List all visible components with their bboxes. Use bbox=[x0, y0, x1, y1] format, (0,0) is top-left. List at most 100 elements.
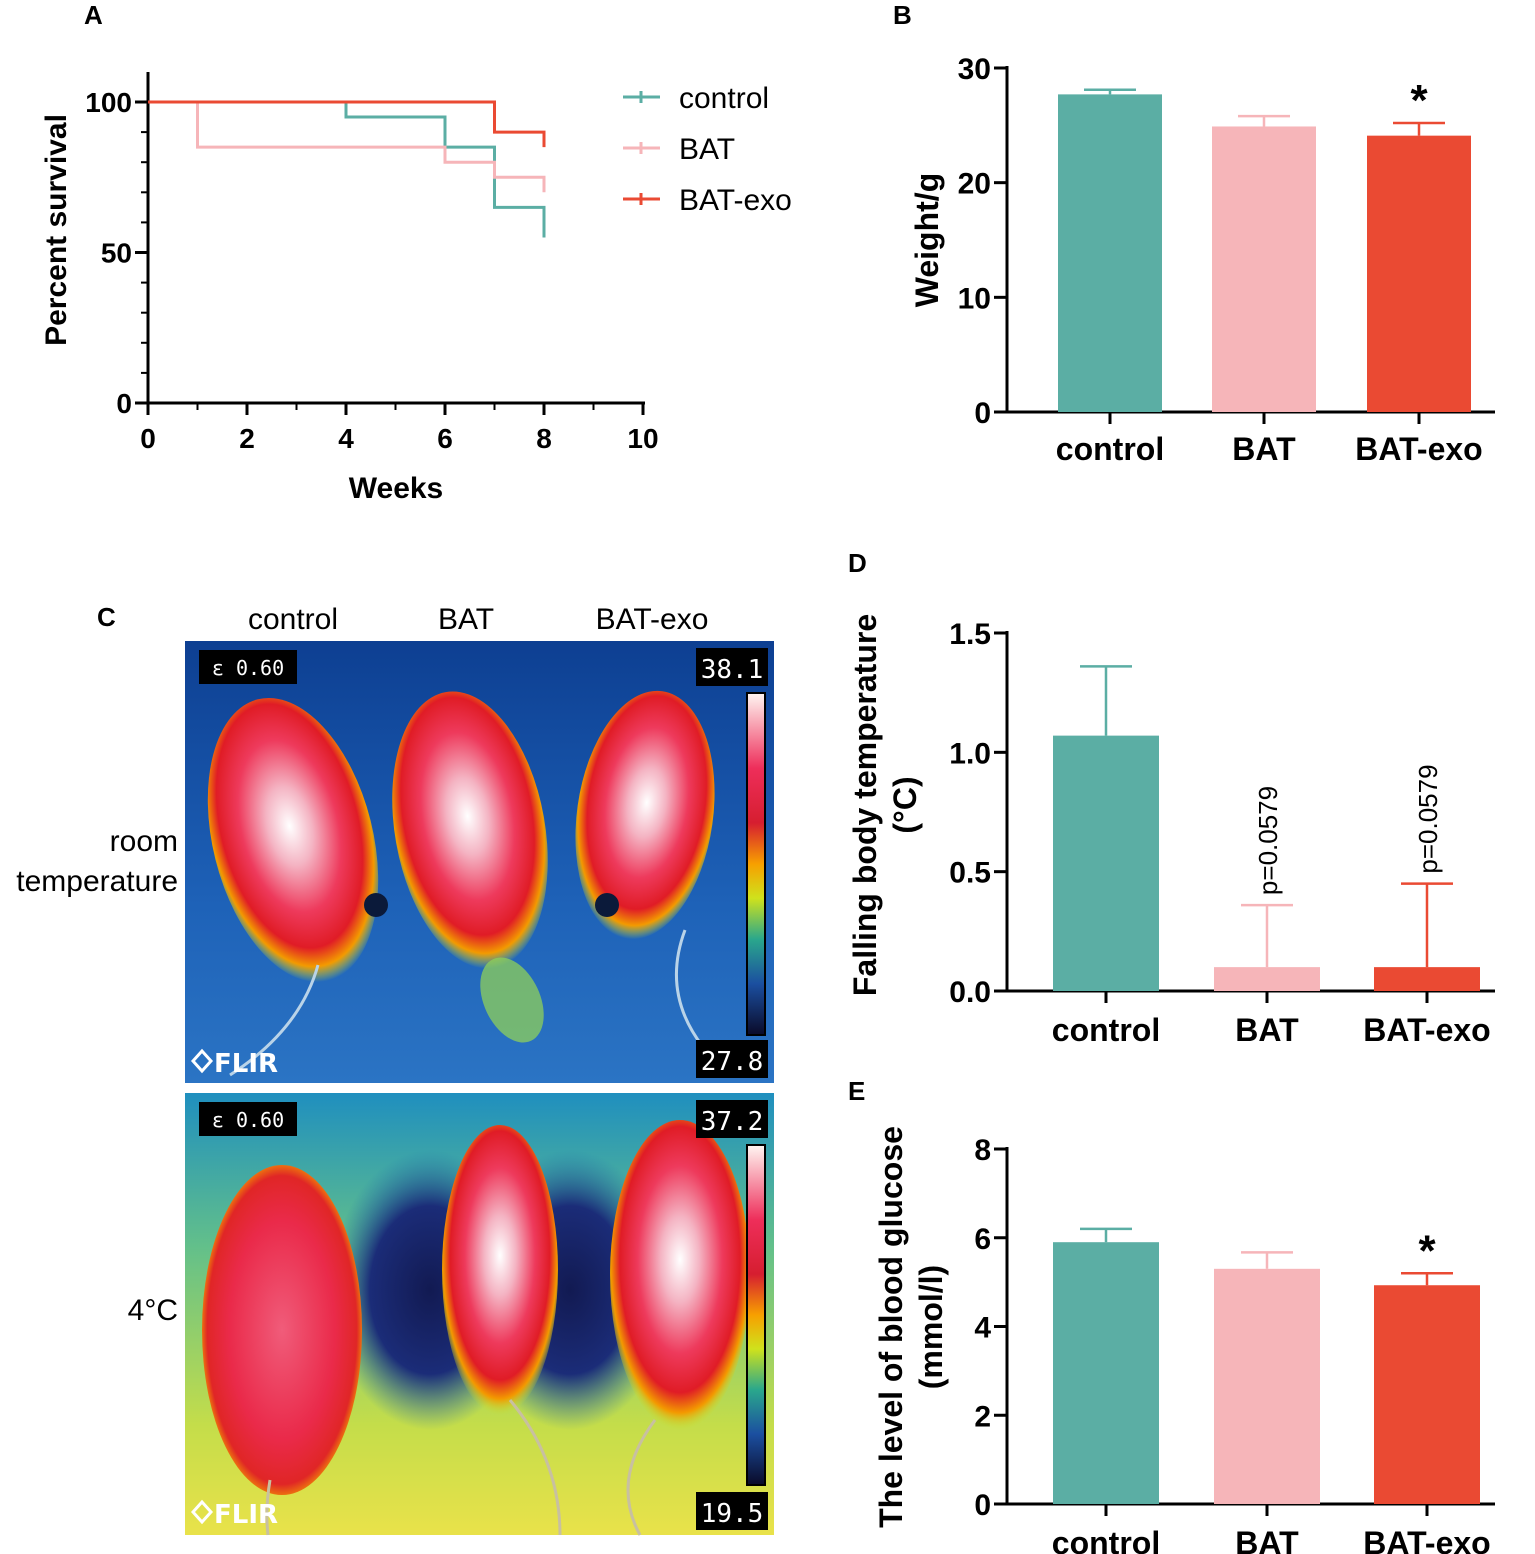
bar-y-tick-label: 8 bbox=[974, 1134, 991, 1167]
tail-control-room bbox=[229, 964, 320, 1077]
survival-x-tick-label: 0 bbox=[140, 423, 156, 454]
dark-spot-right bbox=[595, 893, 619, 917]
thermal-panel: control BAT BAT-exo room temperature 4°C… bbox=[16, 603, 774, 1536]
flir-mark-icon bbox=[190, 1048, 214, 1074]
max-temp-room: 38.1 bbox=[701, 655, 764, 685]
panel-label-d: D bbox=[848, 548, 867, 578]
survival-y-tick-label: 50 bbox=[101, 238, 132, 269]
bar-bat-exo bbox=[1374, 967, 1480, 991]
survival-x-tick-label: 6 bbox=[437, 423, 453, 454]
body-temperature-bar-chart: 0.0 0.5 1.0 1.5 control BAT p=0.0579 BAT-exo p=0… bbox=[847, 614, 1495, 1048]
emissivity-room: ε 0.60 bbox=[212, 656, 284, 680]
bar-category-label: control bbox=[1052, 1012, 1160, 1048]
bar-control bbox=[1053, 1242, 1159, 1504]
bar-bat bbox=[1214, 967, 1320, 991]
bar-y-label-unit: (mmol/l) bbox=[913, 1265, 949, 1389]
bar-y-tick-label: 20 bbox=[958, 168, 991, 201]
survival-x-tick-label: 10 bbox=[627, 423, 658, 454]
legend-bat-label: BAT bbox=[679, 133, 735, 166]
rodent-control-4c bbox=[202, 1165, 362, 1495]
bar-category-label: control bbox=[1052, 1525, 1160, 1554]
bar-bat-exo bbox=[1374, 1285, 1480, 1504]
max-temp-box-4c bbox=[696, 1100, 768, 1138]
survival-x-tick-label: 4 bbox=[338, 423, 354, 454]
bar-y-tick-label: 10 bbox=[958, 282, 991, 315]
tail-control-4c bbox=[265, 1479, 272, 1536]
bar-bat bbox=[1212, 126, 1316, 412]
thermal-image-4c: ε 0.60 37.2 19.5 FLIR bbox=[185, 1093, 774, 1536]
bar-control bbox=[1053, 735, 1159, 991]
min-temp-room: 27.8 bbox=[701, 1047, 764, 1077]
survival-line-bat bbox=[148, 100, 546, 193]
bar-y-label: Weight/g bbox=[909, 173, 945, 308]
bar-y-label: The level of blood glucose bbox=[873, 1126, 909, 1528]
flir-logo-room: FLIR bbox=[214, 1049, 278, 1079]
survival-legend: control BAT BAT-exo bbox=[623, 82, 792, 217]
flir-logo-4c: FLIR bbox=[214, 1500, 278, 1530]
survival-y-tick-label: 100 bbox=[85, 87, 132, 118]
thermal-column-control: control bbox=[248, 603, 338, 636]
row-label-cold: 4°C bbox=[128, 1294, 178, 1327]
bar-y-tick-label: 0.0 bbox=[949, 976, 991, 1009]
bar-y-tick-label: 1.5 bbox=[949, 618, 991, 651]
emissivity-4c: ε 0.60 bbox=[212, 1108, 284, 1132]
bar-y-label: Falling body temperature bbox=[847, 614, 883, 996]
bar-category-label: BAT bbox=[1235, 1012, 1299, 1048]
min-temp-box-4c bbox=[696, 1492, 768, 1530]
tail-bat-exo-4c bbox=[626, 1419, 657, 1536]
bar-bat bbox=[1214, 1268, 1320, 1504]
bar-category-label: BAT-exo bbox=[1355, 431, 1482, 467]
rodent-control-room bbox=[207, 697, 379, 983]
rodent-bat-room bbox=[392, 691, 548, 969]
bar-y-tick-label: 0 bbox=[974, 1489, 991, 1522]
bar-category-label: BAT-exo bbox=[1363, 1012, 1490, 1048]
significance-asterisk: * bbox=[1418, 1226, 1436, 1275]
survival-x-label: Weeks bbox=[349, 472, 444, 505]
rodent-bat-4c bbox=[442, 1125, 558, 1415]
bar-y-tick-label: 30 bbox=[958, 53, 991, 86]
survival-line-bat-exo bbox=[148, 100, 546, 148]
panel-label-e: E bbox=[848, 1076, 865, 1106]
dark-spot-left bbox=[364, 893, 388, 917]
weight-bar-chart: 0 10 20 30 control BAT BAT-exo * Weight/g bbox=[909, 53, 1495, 467]
survival-x-tick-label: 8 bbox=[536, 423, 552, 454]
survival-y-tick-label: 0 bbox=[116, 388, 132, 419]
bar-category-label: BAT-exo bbox=[1363, 1525, 1490, 1554]
row-label-room-line1: room bbox=[110, 825, 178, 858]
rodent-bat-exo-4c bbox=[610, 1120, 750, 1430]
max-temp-box-room bbox=[696, 648, 768, 686]
color-scale-4c bbox=[746, 1144, 766, 1486]
emissivity-box-room bbox=[199, 650, 297, 684]
emissivity-box-4c bbox=[199, 1102, 297, 1136]
thermal-column-bat-exo: BAT-exo bbox=[596, 603, 709, 636]
bar-y-tick-label: 0.5 bbox=[949, 857, 991, 890]
row-label-room-line2: temperature bbox=[16, 865, 178, 898]
color-scale-room bbox=[746, 692, 766, 1036]
p-value-label: p=0.0579 bbox=[1413, 764, 1443, 873]
bar-y-tick-label: 6 bbox=[974, 1223, 991, 1256]
rodent-bat-exo-room bbox=[575, 690, 715, 940]
significance-asterisk: * bbox=[1410, 76, 1428, 125]
legend-bat-exo-label: BAT-exo bbox=[679, 184, 792, 217]
bar-bat-exo bbox=[1367, 135, 1471, 413]
blood-glucose-bar-chart: 0 2 4 6 8 control BAT BAT-exo * The level of bloo… bbox=[873, 1126, 1495, 1554]
bat-tail-warm-room bbox=[480, 957, 544, 1043]
max-temp-4c: 37.2 bbox=[701, 1107, 764, 1137]
survival-y-label: Percent survival bbox=[40, 114, 73, 346]
thermal-image-room-temperature: ε 0.60 38.1 27.8 FLIR bbox=[185, 641, 774, 1083]
bar-y-tick-label: 4 bbox=[974, 1312, 991, 1345]
survival-line-control bbox=[148, 100, 546, 238]
bar-category-label: control bbox=[1056, 431, 1164, 467]
panel-label-a: A bbox=[84, 0, 103, 30]
bar-y-label-unit: (°C) bbox=[887, 776, 923, 833]
survival-x-tick-label: 2 bbox=[239, 423, 255, 454]
legend-control-label: control bbox=[679, 82, 769, 115]
bar-category-label: BAT bbox=[1235, 1525, 1299, 1554]
min-temp-box-room bbox=[696, 1040, 768, 1078]
p-value-label: p=0.0579 bbox=[1253, 786, 1283, 895]
thermal-column-bat: BAT bbox=[438, 603, 494, 636]
panel-label-b: B bbox=[893, 0, 912, 30]
bar-control bbox=[1058, 94, 1162, 412]
